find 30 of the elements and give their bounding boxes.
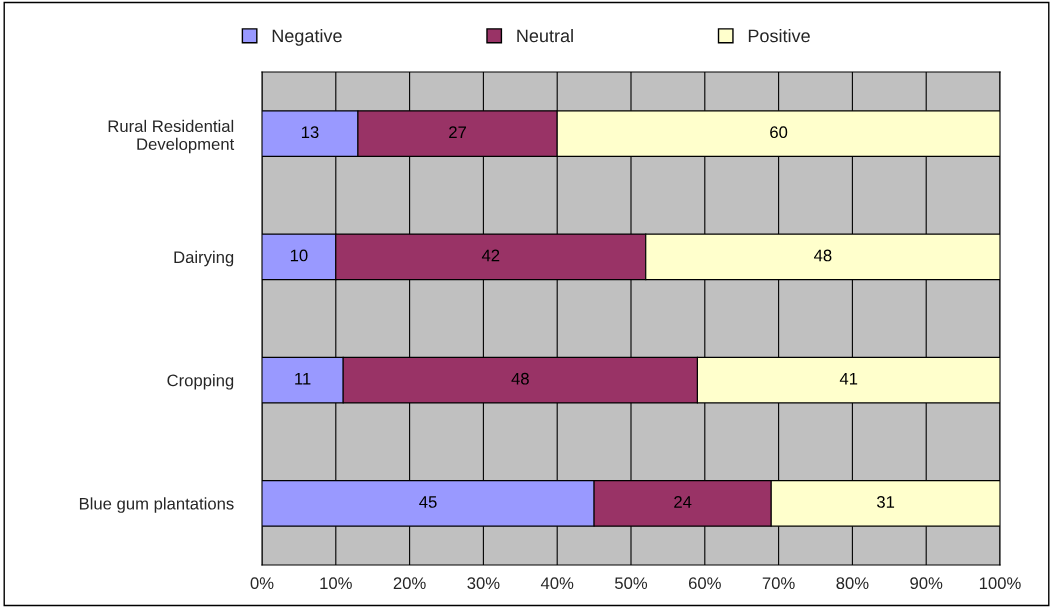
data-label: 27 — [449, 126, 466, 138]
y-tick-label: Rural Residential Development — [108, 119, 235, 154]
x-tick-label: 40% — [540, 577, 574, 590]
legend-label: Negative — [272, 28, 342, 46]
legend-label: Positive — [748, 28, 810, 43]
data-label: 13 — [301, 126, 319, 139]
data-label: 24 — [674, 496, 692, 508]
data-label: 10 — [290, 249, 308, 262]
x-tick-label: 100% — [979, 577, 1021, 590]
data-label: 11 — [295, 372, 311, 385]
y-tick-label: Cropping — [167, 374, 234, 390]
x-tick-label: 90% — [910, 577, 943, 590]
data-label: 48 — [511, 372, 529, 385]
data-label: 31 — [876, 496, 895, 508]
x-tick-label: 0% — [250, 577, 274, 590]
x-tick-label: 30% — [467, 577, 500, 590]
x-tick-label: 70% — [762, 577, 795, 590]
data-label: 48 — [813, 249, 832, 262]
x-tick-label: 60% — [688, 577, 721, 590]
x-tick-label: 50% — [614, 577, 648, 590]
x-tick-label: 80% — [836, 577, 869, 590]
x-tick-label: 10% — [320, 577, 352, 590]
data-label: 42 — [481, 249, 500, 262]
y-tick-label: Dairying — [174, 250, 234, 267]
data-label: 60 — [770, 126, 788, 139]
x-tick-label: 20% — [393, 577, 426, 590]
data-label: 41 — [839, 372, 858, 385]
data-label: 45 — [419, 496, 437, 508]
y-tick-label: Blue gum plantations — [79, 497, 234, 513]
legend-label: Neutral — [517, 28, 573, 43]
